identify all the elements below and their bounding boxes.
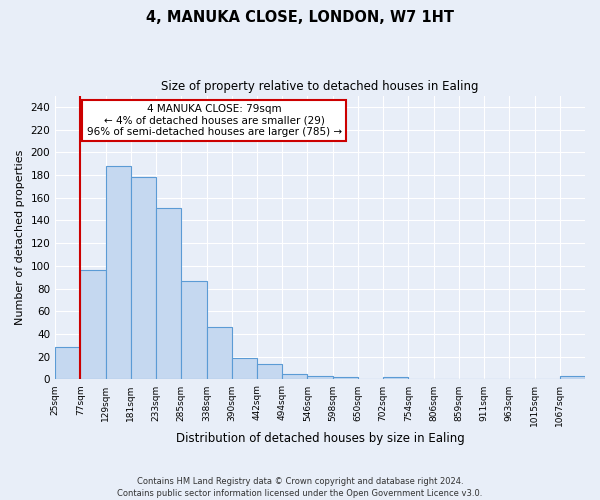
Bar [206,327,232,380]
Text: 4, MANUKA CLOSE, LONDON, W7 1HT: 4, MANUKA CLOSE, LONDON, W7 1HT [146,10,454,25]
Title: Size of property relative to detached houses in Ealing: Size of property relative to detached ho… [161,80,479,93]
Bar [257,364,282,380]
Bar [106,166,131,380]
Bar [131,178,156,380]
Bar [282,374,307,380]
X-axis label: Distribution of detached houses by size in Ealing: Distribution of detached houses by size … [176,432,464,445]
Text: 4 MANUKA CLOSE: 79sqm
← 4% of detached houses are smaller (29)
96% of semi-detac: 4 MANUKA CLOSE: 79sqm ← 4% of detached h… [86,104,341,138]
Bar [383,377,409,380]
Bar [332,377,358,380]
Bar [181,280,206,380]
Text: Contains HM Land Registry data © Crown copyright and database right 2024.
Contai: Contains HM Land Registry data © Crown c… [118,476,482,498]
Bar [232,358,257,380]
Bar [55,346,80,380]
Bar [156,208,181,380]
Bar [560,376,585,380]
Y-axis label: Number of detached properties: Number of detached properties [15,150,25,325]
Bar [80,270,106,380]
Bar [307,376,332,380]
